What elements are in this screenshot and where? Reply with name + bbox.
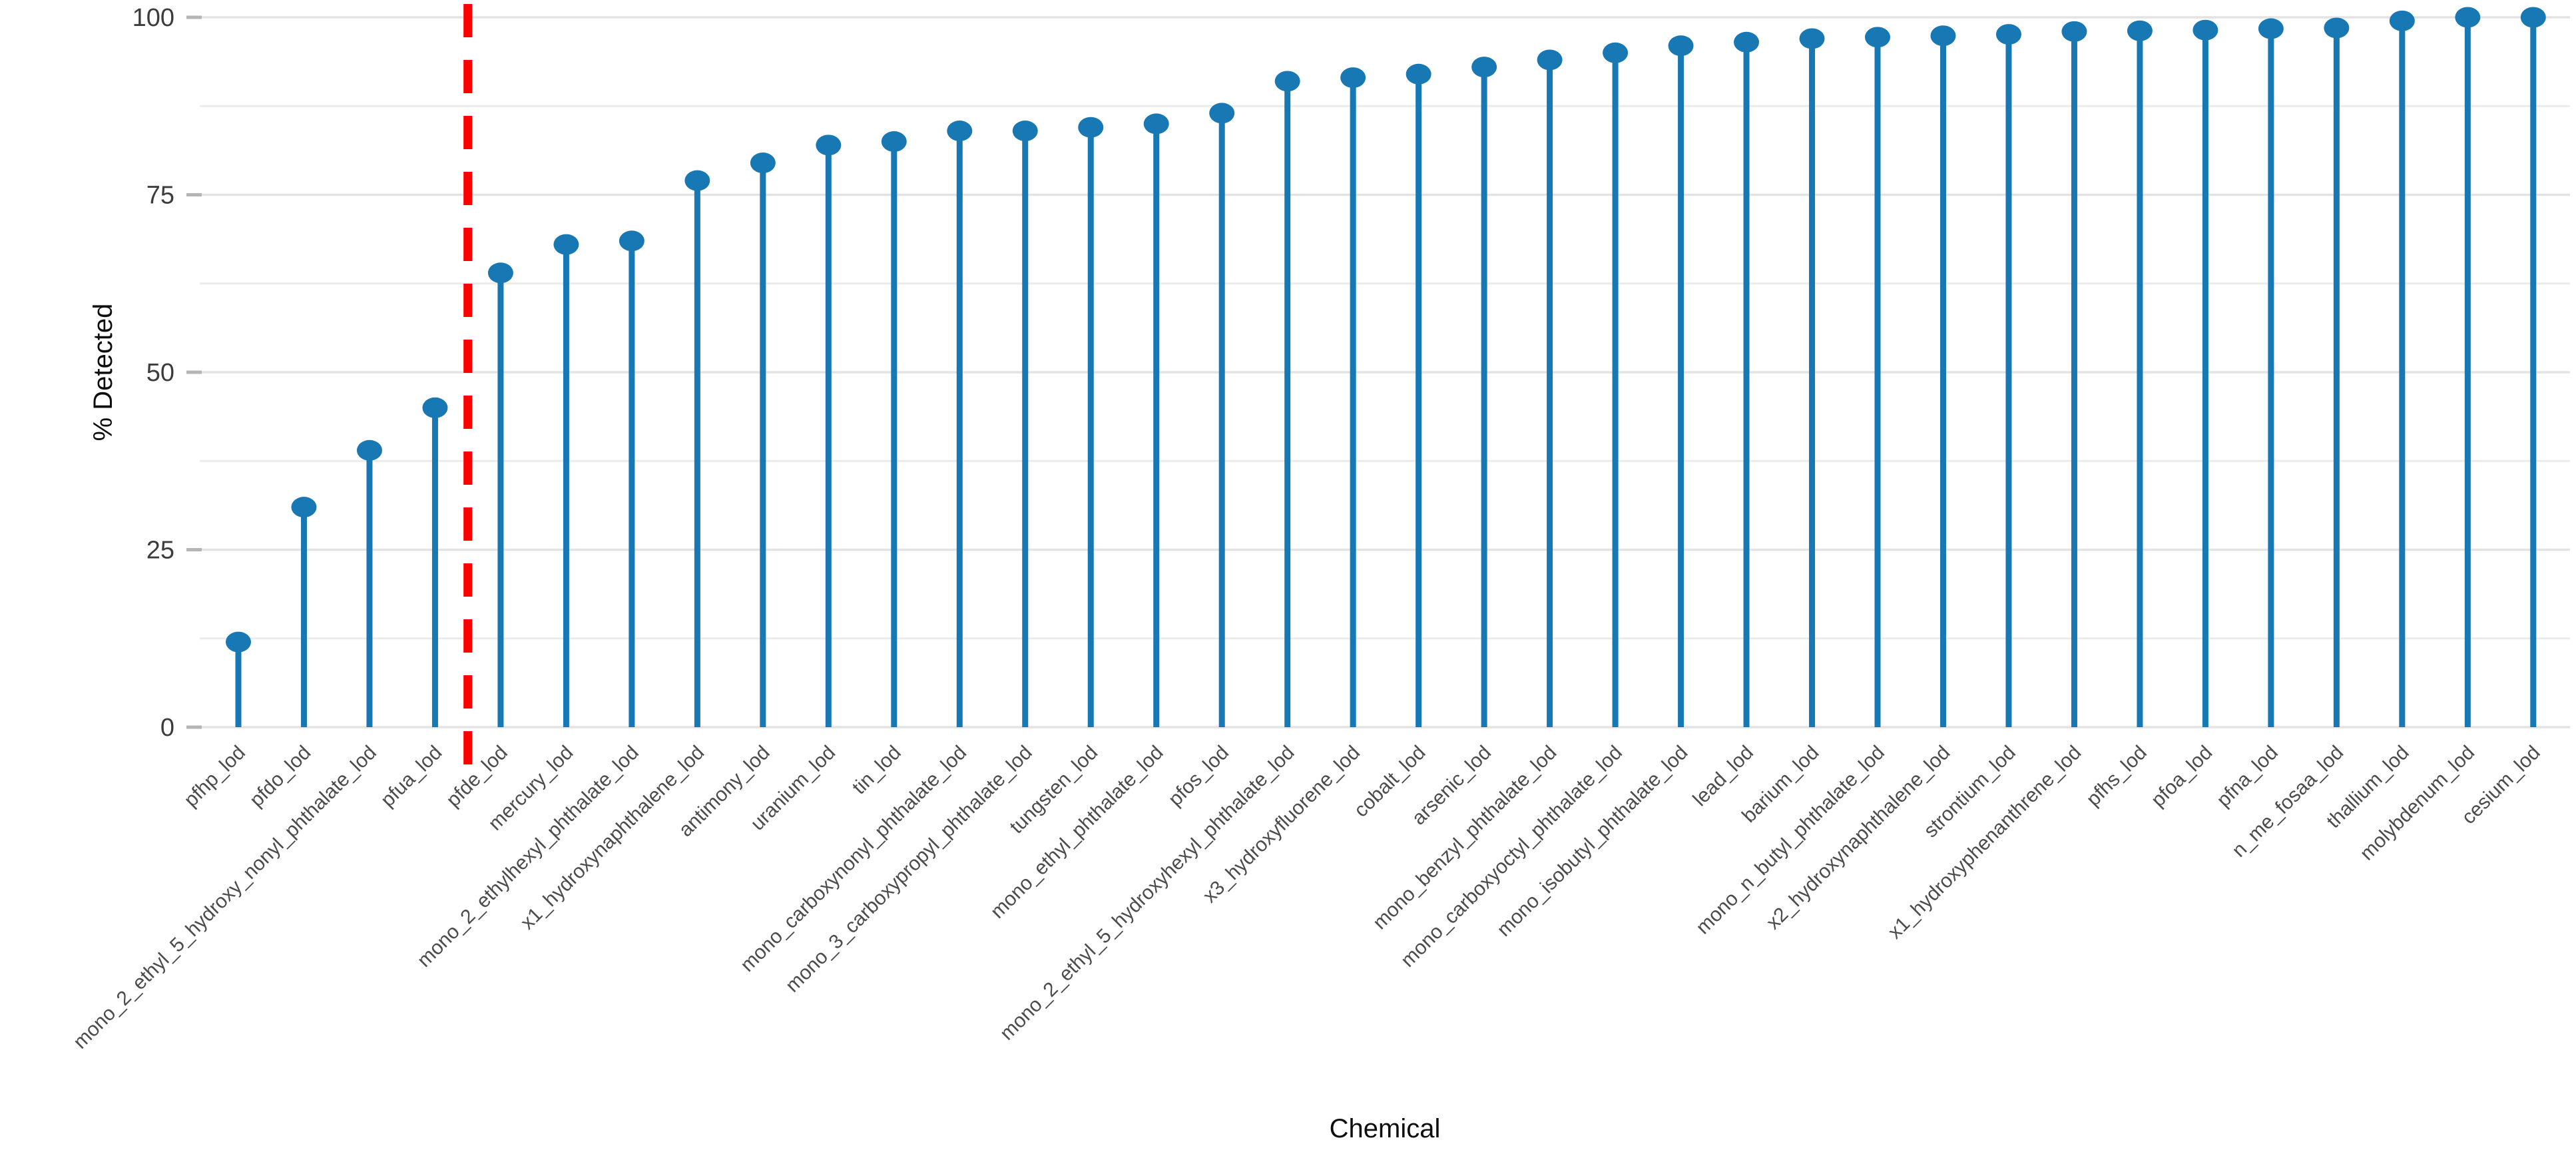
category-tick-label: lead_lod	[1688, 742, 1758, 811]
lollipop-dot	[1209, 103, 1235, 124]
lollipop-dot	[1734, 31, 1760, 53]
lollipop-dot	[1406, 63, 1431, 85]
category-tick-label: tin_lod	[848, 742, 905, 799]
lollipop-dot	[2520, 7, 2546, 28]
lollipop-dot	[1274, 71, 1300, 92]
lollipop-stems	[235, 17, 2537, 727]
lollipop-dot	[619, 230, 644, 252]
category-tick-label: pfhs_lod	[2082, 742, 2151, 811]
category-tick-label: pfdo_lod	[246, 742, 316, 812]
lollipop-dot	[422, 397, 448, 418]
lollipop-dot	[2127, 20, 2153, 41]
lollipop-dot	[1995, 24, 2021, 45]
lollipop-dot	[1865, 27, 1890, 48]
gridlines	[200, 16, 2570, 728]
category-tick-label: pfna_lod	[2212, 742, 2282, 812]
lollipop-dot	[2192, 19, 2218, 41]
lollipop-dot	[553, 234, 579, 255]
lollipop-dot	[1668, 35, 1694, 57]
lollipop-dot	[1143, 113, 1169, 135]
lollipop-dot	[2389, 10, 2415, 31]
lollipop-dot	[1930, 25, 1956, 47]
y-tick-label: 75	[146, 182, 174, 210]
category-tick-label: pfde_lod	[442, 742, 512, 812]
lollipop-dot	[1078, 117, 1104, 138]
category-tick-label: mono_carboxynonyl_phthalate_lod	[736, 742, 971, 976]
category-tick-label: mono_3_carboxypropyl_phthalate_lod	[782, 742, 1037, 997]
lollipop-dot	[291, 497, 317, 518]
x-axis-title: Chemical	[1330, 1114, 1441, 1143]
category-tick-label: pfoa_lod	[2147, 742, 2217, 812]
lollipop-dot	[1340, 67, 1366, 89]
x-axis-category-labels: pfhp_lodpfdo_lodmono_2_ethyl_5_hydroxy_n…	[69, 742, 2545, 1053]
lollipop-dot	[1012, 121, 1038, 142]
lollipop-dot	[816, 135, 842, 156]
lollipop-dot	[1603, 42, 1629, 63]
category-tick-label: pfhp_lod	[180, 742, 250, 812]
lollipop-dot	[356, 439, 382, 461]
lollipop-dot	[684, 170, 710, 191]
category-tick-label: n_me_fosaa_lod	[2228, 742, 2348, 862]
category-tick-label: pfos_lod	[1164, 742, 1234, 811]
category-tick-label: pfua_lod	[377, 742, 447, 812]
lollipop-dot	[1537, 49, 1563, 71]
lollipop-dot	[2324, 17, 2350, 39]
lollipop-dot	[2061, 21, 2087, 42]
y-axis: 0 25 50 75 100	[132, 4, 202, 742]
lollipop-dot	[1471, 57, 1497, 78]
category-tick-label: mono_2_ethyl_5_hydroxy_nonyl_phthalate_l…	[69, 742, 381, 1053]
lollipop-dot	[2258, 18, 2284, 39]
lollipop-dot	[1799, 28, 1825, 49]
y-tick-label: 25	[146, 537, 174, 565]
lollipop-dot	[750, 152, 776, 174]
lollipop-dot	[2455, 7, 2481, 28]
category-tick-label: molybdenum_lod	[2356, 742, 2479, 865]
y-tick-label: 50	[146, 359, 174, 387]
y-axis-title: % Detected	[89, 304, 118, 441]
lollipop-dots	[226, 7, 2546, 653]
lollipop-dot	[226, 631, 251, 653]
lollipop-dot	[881, 131, 907, 152]
y-tick-label: 100	[132, 4, 174, 32]
lollipop-dot	[487, 262, 513, 284]
lollipop-dot	[947, 121, 973, 142]
y-tick-label: 0	[160, 714, 174, 742]
